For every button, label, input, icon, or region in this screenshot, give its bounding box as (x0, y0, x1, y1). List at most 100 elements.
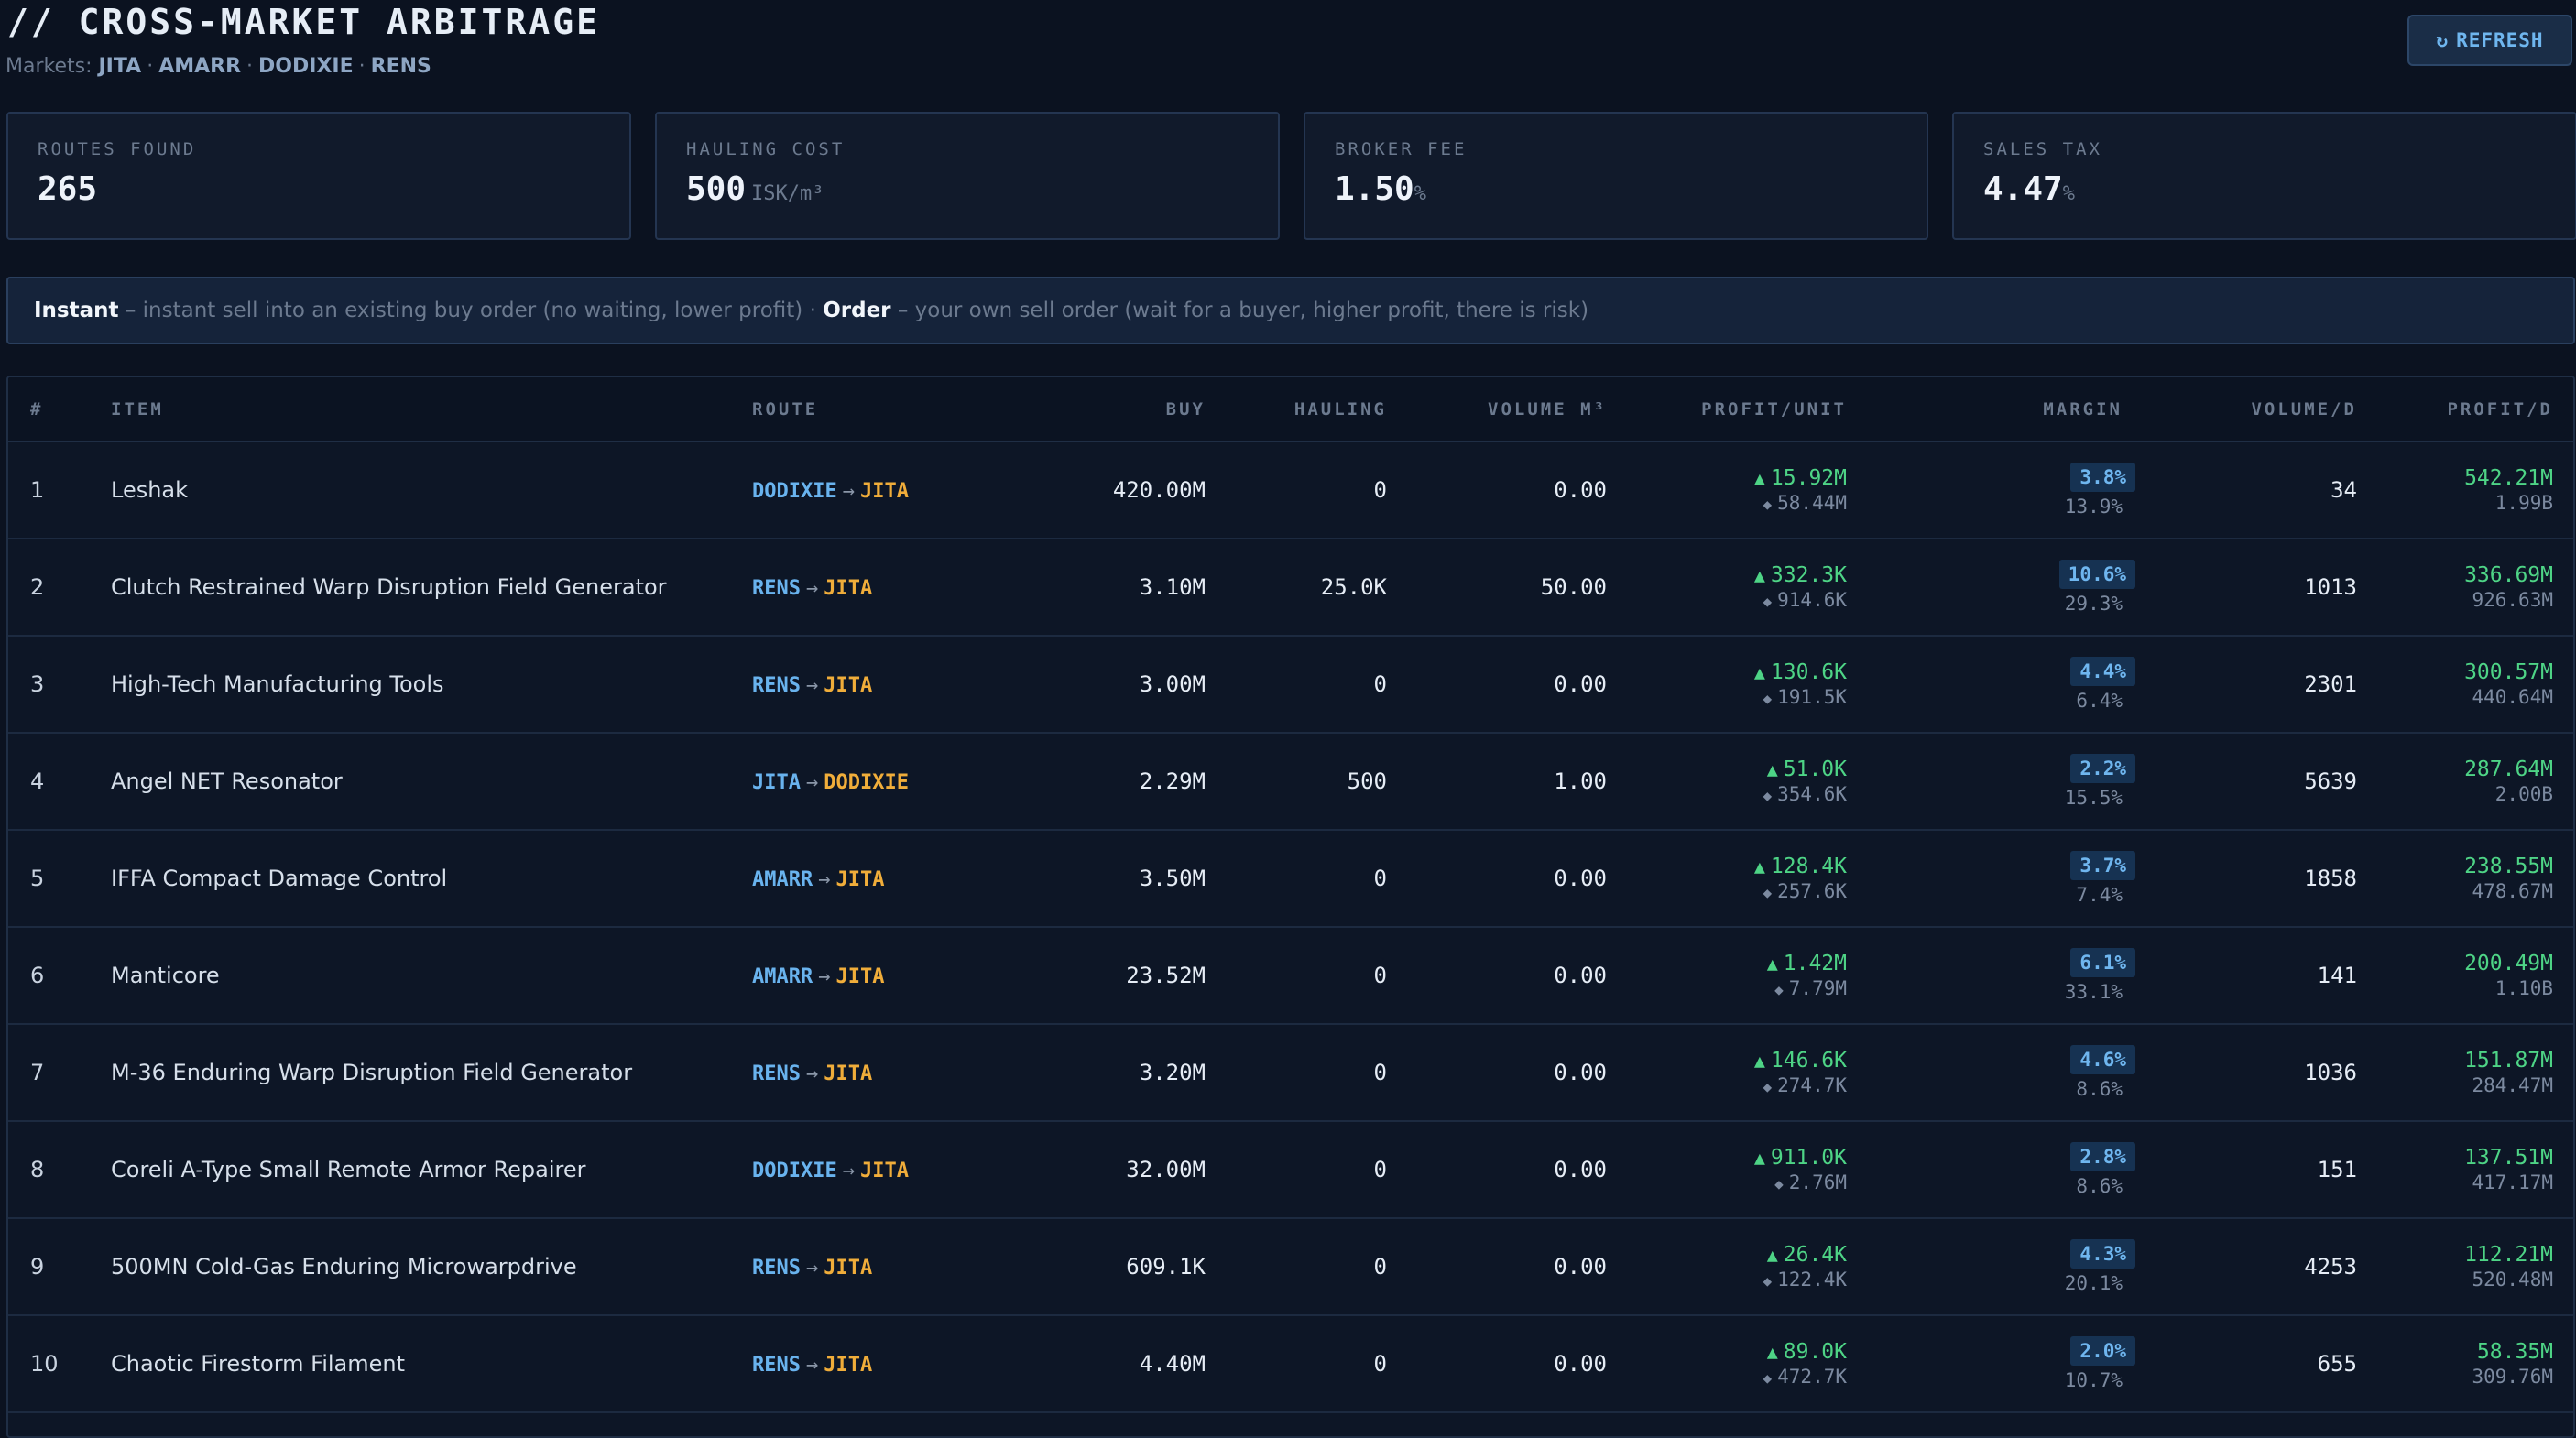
table-row[interactable]: 6 Manticore AMARR → JITA 23.52M 0 0.00 ▲ 1.… (8, 927, 2573, 1024)
hauling-cost: 25.0K (1320, 574, 1387, 600)
margin-cell: 3.8% 13.9% (1847, 441, 2152, 539)
table-row[interactable]: 10 Chaotic Firestorm Filament RENS → JITA … (8, 1315, 2573, 1412)
profit-unit-order: 914.6K (1777, 589, 1847, 612)
route-to: JITA (859, 480, 909, 503)
route-cell: AMARR → JITA (752, 927, 986, 1024)
margin-badge: 4.3% (2070, 1239, 2135, 1269)
profit-unit-instant: 332.3K (1770, 562, 1847, 587)
route-to: JITA (835, 868, 885, 891)
profit-unit-order: 58.44M (1777, 492, 1847, 515)
item-name[interactable]: Leshak (111, 477, 189, 503)
route-from: RENS (752, 1354, 801, 1377)
col-header-buy[interactable]: BUY (986, 377, 1206, 442)
hauling-cost: 0 (1373, 1157, 1387, 1182)
volume-m3: 1.00 (1554, 768, 1607, 794)
item-name[interactable]: High-Tech Manufacturing Tools (111, 671, 444, 697)
buy-price: 4.40M (1139, 1351, 1206, 1377)
margin-badge: 3.8% (2070, 463, 2135, 492)
route-cell: RENS → JITA (752, 636, 986, 733)
profit-unit-instant: 89.0K (1783, 1339, 1847, 1364)
table-row[interactable]: 8 Coreli A-Type Small Remote Armor Repai… (8, 1121, 2573, 1218)
route-to: JITA (824, 1257, 873, 1280)
buy-price: 2.29M (1139, 768, 1206, 794)
diamond-icon: ◆ (1763, 690, 1773, 708)
margin-cell: 2.2% 15.5% (1847, 733, 2152, 830)
profit-day-cell: 200.49M 1.10B (2357, 927, 2573, 1024)
margin-badge: 2.2% (2070, 754, 2135, 783)
col-header-index[interactable]: # (8, 377, 111, 442)
diamond-icon: ◆ (1763, 787, 1773, 805)
profit-unit-cell: ▲ 332.3K ◆ 914.6K (1607, 539, 1847, 636)
profit-day-instant: 137.51M (2464, 1145, 2553, 1170)
margin-order: 33.1% (2064, 981, 2123, 1003)
table-row[interactable]: 3 High-Tech Manufacturing Tools RENS → JIT… (8, 636, 2573, 733)
route-to: JITA (824, 674, 873, 697)
table-row[interactable]: 4 Angel NET Resonator JITA → DODIXIE 2.29M… (8, 733, 2573, 830)
profit-unit-instant: 911.0K (1770, 1145, 1847, 1170)
triangle-up-icon: ▲ (1753, 563, 1765, 586)
route-arrow-icon: → (842, 480, 855, 503)
stat-card-hauling: HAULING COST 500 ISK/m³ (655, 112, 1280, 240)
page-title: // CROSS-MARKET ARBITRAGE (7, 2, 600, 42)
margin-order: 20.1% (2064, 1272, 2123, 1294)
col-header-item[interactable]: ITEM (111, 377, 752, 442)
hauling-cost: 0 (1373, 963, 1387, 988)
stat-label: HAULING COST (686, 139, 846, 159)
col-header-route[interactable]: ROUTE (752, 377, 986, 442)
table-row[interactable]: 1 Leshak DODIXIE → JITA 420.00M 0 0.00 ▲ 15… (8, 441, 2573, 539)
item-name[interactable]: IFFA Compact Damage Control (111, 866, 448, 891)
row-index: 2 (30, 574, 45, 600)
table-row[interactable]: 7 M-36 Enduring Warp Disruption Field Ge… (8, 1024, 2573, 1121)
route-to: JITA (824, 577, 873, 600)
profit-day-instant: 112.21M (2464, 1242, 2553, 1267)
col-header-volume[interactable]: VOLUME M³ (1387, 377, 1607, 442)
markets-label: Markets: (5, 55, 93, 78)
triangle-up-icon: ▲ (1766, 1340, 1778, 1363)
item-name[interactable]: Clutch Restrained Warp Disruption Field … (111, 574, 667, 600)
table-row[interactable]: 2 Clutch Restrained Warp Disruption Fiel… (8, 539, 2573, 636)
item-name[interactable]: Coreli A-Type Small Remote Armor Repaire… (111, 1157, 586, 1182)
volume-per-day: 2301 (2304, 671, 2357, 697)
col-header-profit-day[interactable]: PROFIT/D (2357, 377, 2573, 442)
profit-unit-cell: ▲ 51.0K ◆ 354.6K (1607, 733, 1848, 830)
stat-unit: % (1414, 182, 1426, 205)
table-row[interactable]: 9 500MN Cold-Gas Enduring Microwarpdrive… (8, 1218, 2573, 1315)
item-name[interactable]: 500MN Cold-Gas Enduring Microwarpdrive (111, 1254, 577, 1280)
table-row[interactable]: 5 IFFA Compact Damage Control AMARR → JITA… (8, 830, 2573, 927)
item-name[interactable]: M-36 Enduring Warp Disruption Field Gene… (111, 1060, 633, 1085)
buy-price: 609.1K (1126, 1254, 1206, 1280)
route-cell: RENS → JITA (752, 539, 986, 636)
route-arrow-icon: → (805, 674, 819, 697)
route-cell: RENS → JITA (752, 1024, 986, 1121)
col-header-margin[interactable]: MARGIN (1847, 377, 2152, 442)
table-header-row: # ITEM ROUTE BUY HAULING VOLUME M³ PROFI… (8, 377, 2573, 442)
item-name[interactable]: Manticore (111, 963, 220, 988)
triangle-up-icon: ▲ (1753, 466, 1765, 489)
item-name[interactable]: Angel NET Resonator (111, 768, 343, 794)
route-from: DODIXIE (752, 1160, 837, 1182)
profit-day-instant: 151.87M (2464, 1048, 2553, 1073)
route-from: JITA (752, 771, 801, 794)
profit-day-cell: 287.64M 2.00B (2357, 733, 2573, 830)
margin-badge: 4.6% (2070, 1045, 2135, 1074)
stat-value: 4.47 (1983, 170, 2063, 208)
item-name[interactable]: Chaotic Firestorm Filament (111, 1351, 406, 1377)
route-cell: RENS → JITA (752, 1218, 986, 1315)
refresh-button[interactable]: ↻ REFRESH (2407, 15, 2572, 66)
col-header-profit-unit[interactable]: PROFIT/UNIT (1607, 377, 1847, 442)
volume-m3: 0.00 (1554, 866, 1607, 891)
volume-per-day: 151 (2317, 1157, 2357, 1182)
route-from: AMARR (752, 965, 813, 988)
route-arrow-icon: → (805, 577, 819, 600)
col-header-hauling[interactable]: HAULING (1206, 377, 1387, 442)
profit-unit-order: 191.5K (1777, 686, 1847, 709)
order-text: – your own sell order (wait for a buyer,… (890, 299, 1589, 322)
triangle-up-icon: ▲ (1766, 952, 1778, 975)
profit-unit-order: 7.79M (1788, 977, 1847, 1000)
diamond-icon: ◆ (1763, 1369, 1773, 1388)
stat-card-routes: ROUTES FOUND 265 (6, 112, 631, 240)
col-header-volume-day[interactable]: VOLUME/D (2152, 377, 2357, 442)
profit-day-cell: 137.51M 417.17M (2357, 1121, 2573, 1218)
profit-unit-instant: 26.4K (1783, 1242, 1847, 1267)
diamond-icon: ◆ (1763, 593, 1773, 611)
